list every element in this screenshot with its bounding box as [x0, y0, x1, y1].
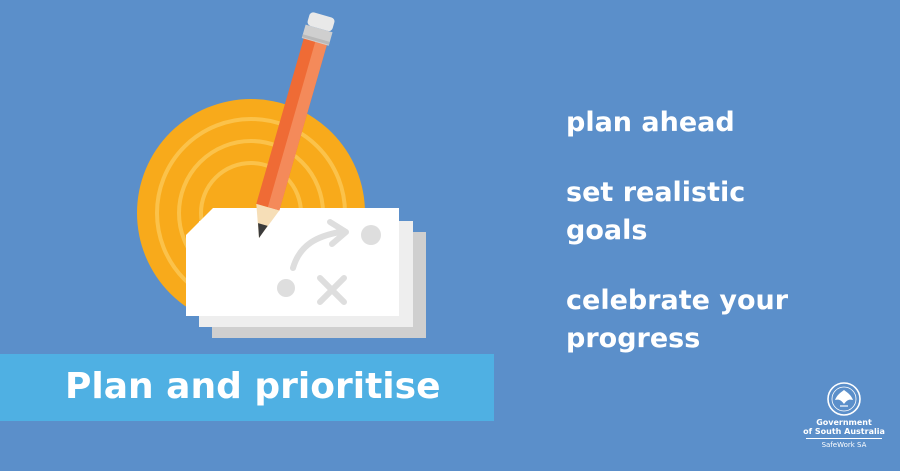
government-crest-icon [827, 382, 861, 416]
tip-item: plan ahead [566, 107, 735, 138]
logo-line-1: Government [816, 418, 872, 427]
logo-divider [806, 438, 882, 439]
tip-item: set realistic goals [566, 177, 746, 246]
plan-illustration [137, 12, 426, 338]
title-banner: Plan and prioritise [0, 354, 494, 421]
pencil-icon [256, 12, 335, 238]
tip-item: celebrate your progress [566, 285, 789, 354]
plan-cards-icon [186, 208, 426, 338]
page-title: Plan and prioritise [65, 366, 441, 407]
government-logo: Government of South Australia SafeWork S… [800, 380, 888, 466]
logo-subtitle: SafeWork SA [821, 441, 867, 449]
tips-list: plan ahead set realistic goals celebrate… [566, 104, 886, 390]
logo-line-2: of South Australia [803, 427, 885, 436]
